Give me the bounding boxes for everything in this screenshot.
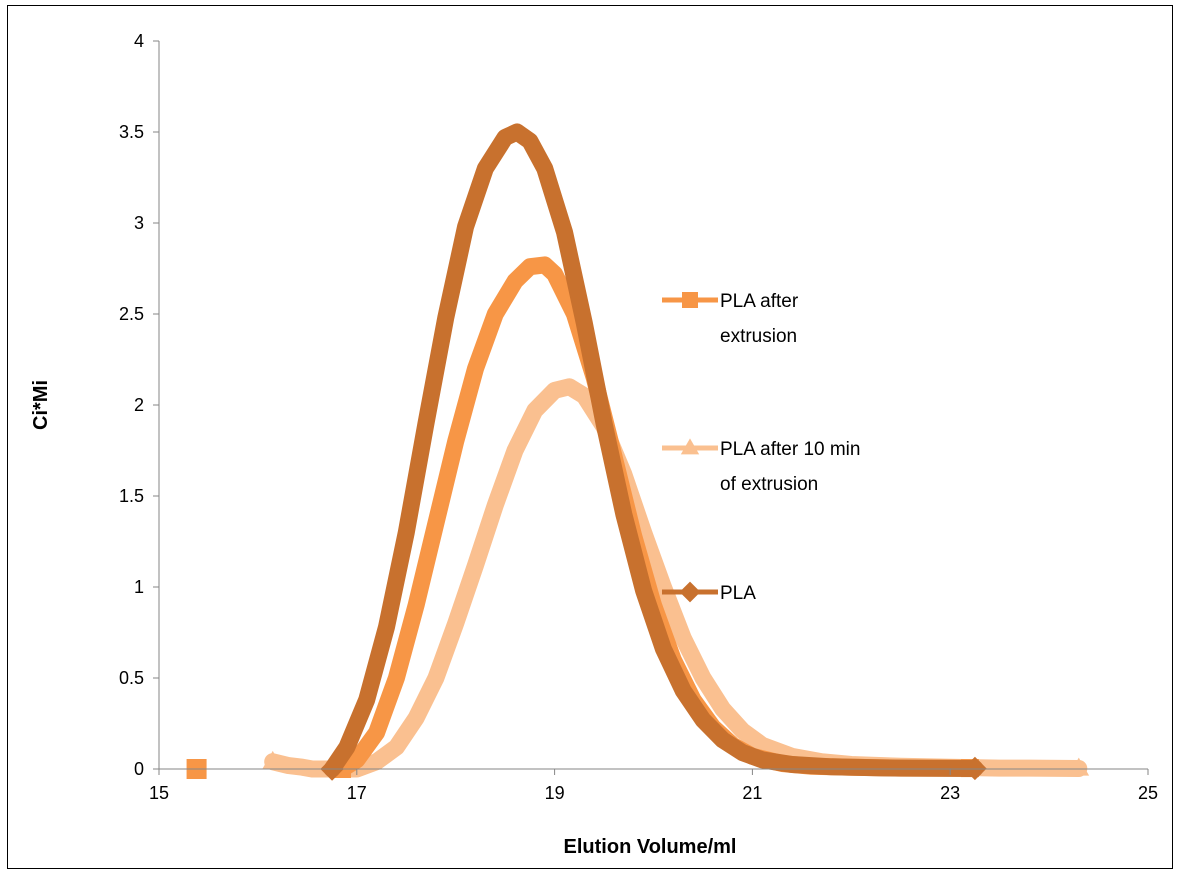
legend-label: PLA [720, 583, 756, 604]
y-tick-label: 2.5 [119, 304, 144, 324]
series-line [323, 123, 984, 778]
legend-label: PLA after extrusion [720, 291, 799, 347]
x-tick-label: 19 [545, 783, 565, 803]
x-tick-label: 17 [347, 783, 367, 803]
data-point-marker [1068, 757, 1090, 776]
y-tick-label: 1 [134, 577, 144, 597]
y-tick-label: 0 [134, 759, 144, 779]
legend-label: PLA after 10 min of extrusion [720, 439, 860, 495]
y-tick-label: 4 [134, 31, 144, 51]
chart-frame [7, 5, 1173, 869]
series-2 [320, 123, 987, 781]
y-tick-label: 2 [134, 395, 144, 415]
y-axis-title: Ci*Mi [30, 380, 52, 430]
legend-marker [682, 292, 698, 308]
y-tick-label: 3.5 [119, 122, 144, 142]
x-tick-label: 25 [1138, 783, 1158, 803]
legend: PLA after extrusion PLA after 10 min of ext… [662, 291, 860, 604]
axes-layer [158, 41, 1148, 770]
y-tick-label: 0.5 [119, 668, 144, 688]
x-tick-label: 21 [742, 783, 762, 803]
legend-item: PLA after 10 min of extrusion [662, 438, 860, 495]
legend-item: PLA [662, 581, 756, 604]
x-tick-label: 23 [940, 783, 960, 803]
x-tick-label: 15 [149, 783, 169, 803]
series-layer [186, 123, 1090, 781]
data-point-marker [262, 750, 284, 769]
x-axis-title: Elution Volume/ml [564, 836, 737, 858]
tick-layer: 0 0.5 1 1.5 2 2.5 3 3.5 4 15 17 19 21 23 25 [119, 31, 1158, 803]
data-point-marker [963, 756, 987, 781]
legend-item: PLA after extrusion [662, 291, 799, 347]
legend-marker [679, 581, 701, 603]
y-tick-label: 3 [134, 213, 144, 233]
y-tick-label: 1.5 [119, 486, 144, 506]
legend-marker [680, 438, 700, 455]
